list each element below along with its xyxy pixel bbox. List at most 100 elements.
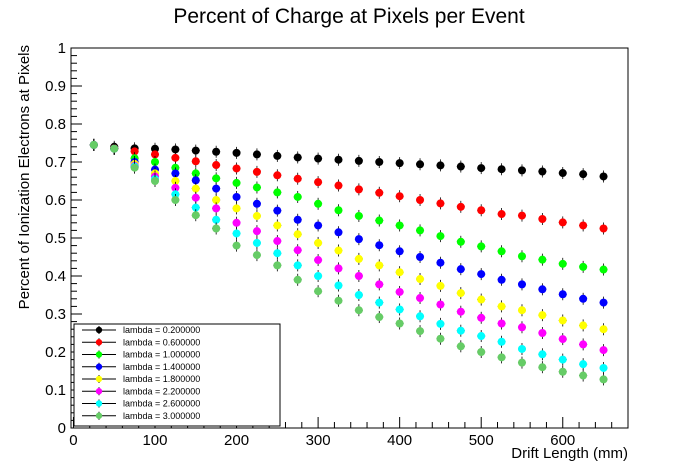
data-point (191, 169, 200, 178)
x-tick-label: 300 (306, 432, 331, 449)
legend-marker (95, 388, 103, 395)
data-point (191, 193, 200, 202)
legend-item: lambda = 1.800000 (82, 374, 200, 384)
data-point (497, 319, 506, 328)
data-point (191, 157, 200, 166)
data-point (436, 281, 445, 290)
x-axis-label: Drift Length (mm) (511, 445, 628, 462)
data-point (130, 147, 139, 156)
data-point (375, 188, 384, 197)
legend: lambda = 0.200000 lambda = 0.600000 lambda… (73, 323, 281, 427)
data-point (477, 270, 486, 279)
data-point (334, 246, 343, 255)
data-point (314, 287, 323, 296)
legend-label: lambda = 0.600000 (123, 337, 200, 347)
data-point (375, 158, 384, 166)
legend-item: lambda = 0.200000 (82, 325, 200, 335)
data-point (477, 313, 486, 322)
data-point (375, 241, 384, 250)
data-point (456, 342, 465, 351)
data-point (599, 363, 608, 372)
data-point (517, 166, 526, 175)
data-point (293, 153, 302, 162)
x-tick-label: 0 (69, 432, 77, 449)
data-point (354, 254, 363, 263)
x-tick-label: 200 (224, 432, 249, 449)
data-point (314, 199, 323, 208)
data-point (334, 296, 343, 305)
data-point (171, 177, 180, 185)
x-tick-label: 600 (550, 432, 575, 449)
data-point (538, 255, 547, 264)
data-point (375, 216, 384, 225)
data-point (538, 215, 547, 223)
legend-marker (95, 339, 103, 346)
data-point (456, 289, 465, 298)
data-point (517, 280, 526, 289)
legend-marker (95, 412, 103, 419)
data-point (354, 185, 363, 194)
data-point (416, 253, 425, 261)
legend-label: lambda = 1.400000 (123, 362, 200, 372)
legend-label: lambda = 0.200000 (123, 325, 200, 335)
data-point (130, 163, 139, 172)
data-point (314, 154, 323, 163)
data-point (89, 140, 98, 149)
data-point (416, 226, 425, 235)
data-point (314, 238, 323, 247)
data-point (212, 215, 221, 224)
data-point (599, 224, 608, 233)
data-point (171, 183, 180, 192)
data-point (579, 294, 588, 303)
data-point (252, 150, 261, 159)
data-point (395, 247, 404, 256)
data-point (375, 298, 384, 307)
legend-box (73, 323, 281, 427)
data-point (150, 150, 159, 159)
legend-item: lambda = 3.000000 (82, 411, 200, 421)
data-point (579, 321, 588, 330)
data-point (334, 181, 343, 190)
y-tick-label: 0.9 (45, 78, 66, 95)
data-point (252, 167, 261, 176)
y-tick-label: 0.7 (45, 154, 66, 171)
data-point (436, 258, 445, 267)
data-point (191, 146, 200, 155)
data-point (395, 221, 404, 230)
data-point (293, 192, 302, 201)
data-point (558, 316, 567, 325)
y-tick-label: 0.3 (45, 306, 66, 323)
data-point (212, 147, 221, 156)
legend-label: lambda = 3.000000 (123, 411, 200, 421)
data-point (558, 169, 567, 178)
data-point (252, 251, 261, 260)
data-point (354, 272, 363, 280)
data-point (252, 199, 261, 208)
data-point (538, 285, 547, 294)
data-point (212, 174, 221, 183)
data-point (314, 178, 323, 187)
data-point (579, 371, 588, 380)
series-7 (89, 138, 608, 386)
x-tick-label: 400 (387, 432, 412, 449)
legend-label: lambda = 2.600000 (123, 399, 200, 409)
data-point (436, 300, 445, 309)
data-point (395, 268, 404, 277)
data-point (191, 211, 200, 220)
legend-marker (95, 363, 103, 370)
data-point (171, 145, 180, 154)
data-point (436, 334, 445, 343)
data-point (273, 188, 282, 197)
data-point (477, 242, 486, 251)
data-point (232, 229, 241, 238)
data-point (232, 178, 241, 187)
data-point (293, 215, 302, 224)
data-point (497, 337, 506, 346)
data-point (212, 224, 221, 233)
data-point (517, 211, 526, 220)
data-point (558, 259, 567, 268)
data-point (334, 155, 343, 164)
data-point (436, 319, 445, 328)
data-point (395, 192, 404, 201)
